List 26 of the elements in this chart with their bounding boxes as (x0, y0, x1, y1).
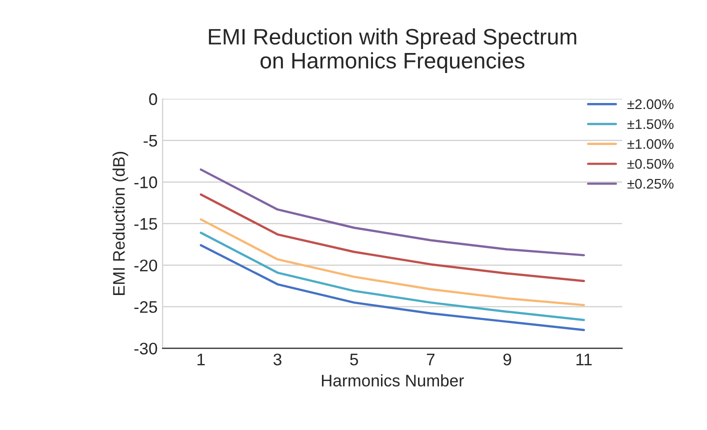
line-series (200, 168, 585, 256)
y-tick-label: -10 (134, 176, 158, 188)
legend-label: ±2.00% (627, 99, 674, 110)
x-tick-label: 7 (426, 354, 434, 366)
line-series (200, 244, 585, 332)
x-axis-title: Harmonics Number (322, 374, 464, 386)
y-tick-label: 0 (149, 93, 158, 106)
y-tick-label: -5 (144, 135, 158, 147)
x-tick-label: 9 (503, 354, 512, 366)
legend-label: ±0.25% (627, 178, 674, 189)
y-tick-label: -20 (134, 260, 158, 272)
line-series (200, 218, 585, 306)
chart-title: EMI Reduction with Spread Spectrum on Harmonics Frequencies (208, 28, 576, 73)
y-axis-title: EMI Reduction (dB) (112, 152, 128, 295)
legend-label: ±0.50% (627, 158, 674, 169)
line-series (200, 193, 585, 282)
x-tick-label: 1 (198, 354, 205, 366)
y-tick-label: -25 (134, 301, 158, 313)
y-tick-label: -15 (134, 218, 158, 230)
y-tick-label: -30 (134, 342, 158, 355)
x-tick-label: 11 (576, 354, 592, 366)
legend-label: ±1.00% (627, 139, 674, 149)
line-series (200, 232, 585, 322)
x-tick-label: 3 (274, 354, 282, 366)
x-tick-label: 5 (350, 354, 358, 366)
legend-label: ±1.50% (627, 119, 674, 130)
